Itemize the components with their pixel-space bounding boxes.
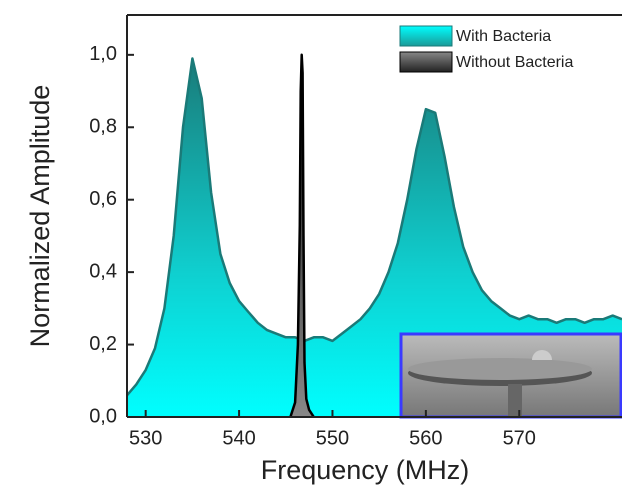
series-line xyxy=(289,53,315,417)
x-axis-label: Frequency (MHz) xyxy=(261,455,470,485)
series-area xyxy=(127,58,622,417)
x-tick-label: 540 xyxy=(222,427,255,449)
y-tick-label: 0,4 xyxy=(89,260,117,282)
legend-label: With Bacteria xyxy=(456,28,551,45)
y-tick-label: 0,2 xyxy=(89,333,117,355)
y-tick-label: 0,0 xyxy=(89,405,117,427)
legend-swatch xyxy=(399,51,453,73)
series-line xyxy=(127,57,622,397)
legend-label: Without Bacteria xyxy=(456,54,573,71)
inset-image xyxy=(399,332,622,419)
x-tick-label: 550 xyxy=(316,427,349,449)
axes xyxy=(126,14,622,418)
y-tick-label: 0,8 xyxy=(89,116,117,138)
plot-area xyxy=(127,53,622,417)
x-tick-label: 560 xyxy=(409,427,442,449)
y-tick-label: 0,6 xyxy=(89,188,117,210)
x-tick-label: 530 xyxy=(129,427,162,449)
series-area xyxy=(290,54,314,417)
x-tick-label: 570 xyxy=(503,427,536,449)
y-axis-label: Normalized Amplitude xyxy=(25,85,55,348)
legend-swatch xyxy=(399,25,453,47)
y-tick-label: 1,0 xyxy=(89,43,117,65)
